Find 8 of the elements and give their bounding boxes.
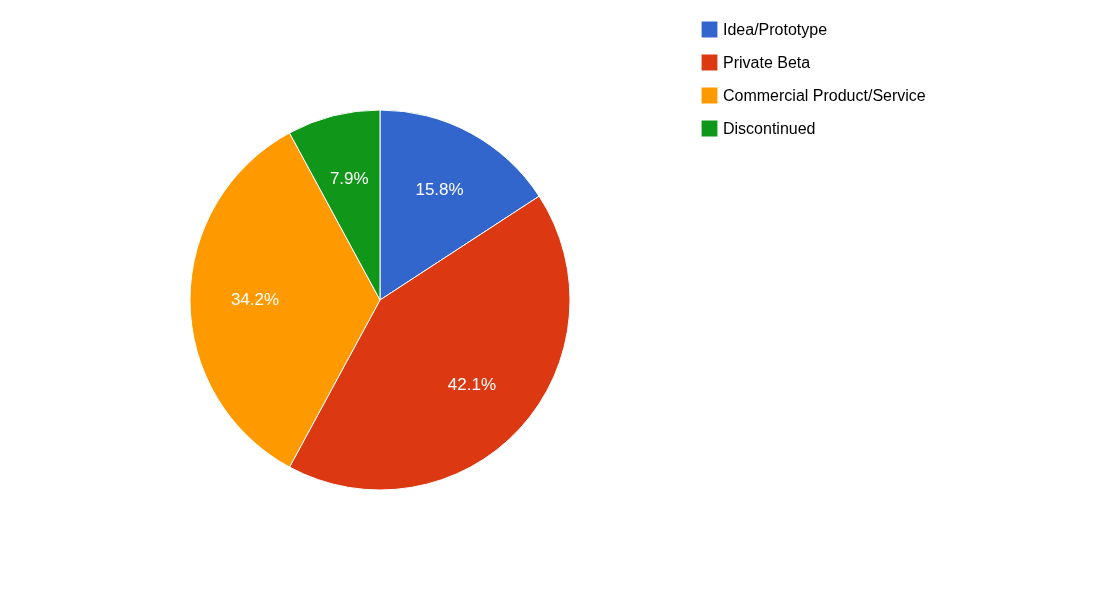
data-label: 7.9%	[329, 168, 369, 188]
legend-label: Idea/Prototype	[723, 20, 828, 38]
data-label: 34.2%	[230, 290, 280, 309]
legend-label: Commercial Product/Service	[723, 86, 926, 104]
data-label: 15.8%	[415, 180, 464, 200]
legend-label: Discontinued	[723, 119, 816, 137]
legend-label: Private Beta	[723, 53, 811, 71]
data-label: 42.1%	[447, 374, 497, 394]
